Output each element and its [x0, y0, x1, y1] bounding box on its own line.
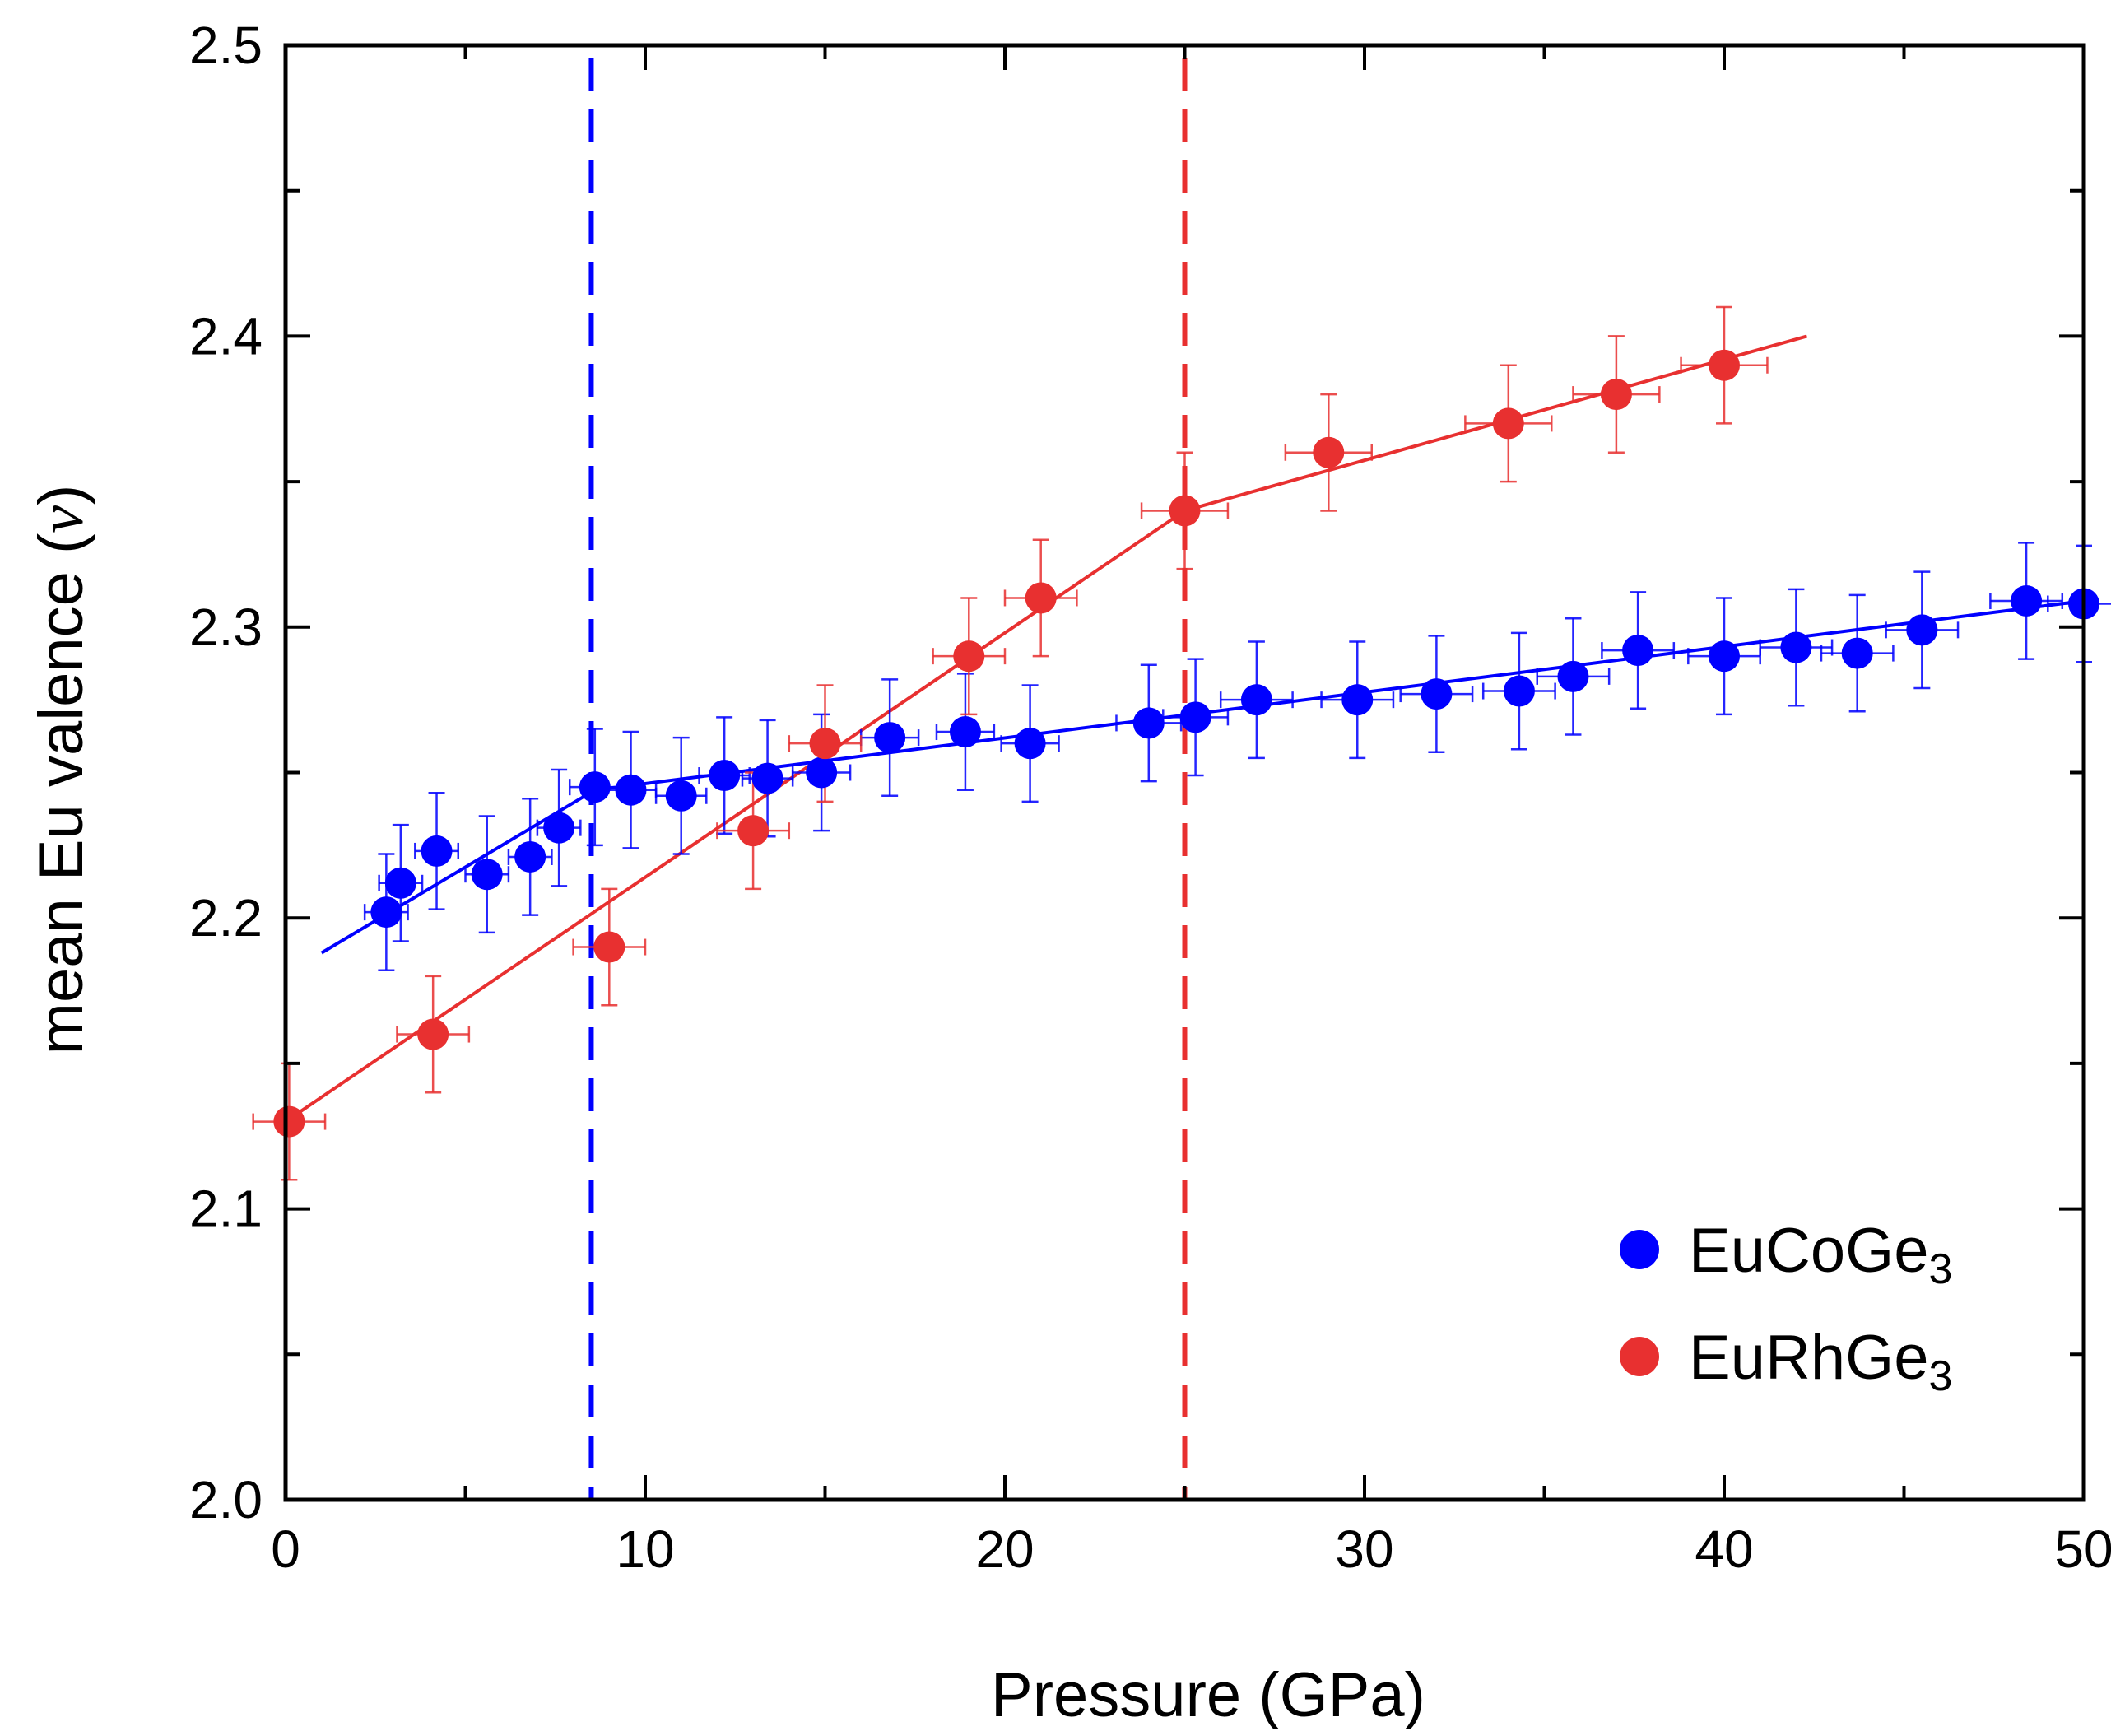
y-axis-title: mean Eu valence (ν) [26, 485, 96, 1055]
data-point-eucoge3 [665, 780, 697, 812]
data-point-eucoge3 [806, 756, 838, 789]
x-tick-label: 50 [2054, 1520, 2111, 1579]
x-axis-title: Pressure (GPa) [991, 1660, 1425, 1730]
y-axis-title-suffix: ) [26, 485, 96, 505]
data-point-eucoge3 [874, 722, 906, 754]
data-point-eucoge3 [751, 762, 783, 794]
y-tick-label: 2.3 [189, 598, 263, 657]
data-point-eucoge3 [709, 760, 741, 792]
data-point-eucoge3 [1341, 684, 1374, 716]
y-tick-label: 2.5 [189, 16, 263, 75]
fit-line-eucoge3 [594, 599, 2085, 792]
data-point-eucoge3 [949, 716, 981, 748]
data-points [273, 349, 2099, 1138]
data-point-eurhge3 [953, 640, 985, 673]
data-point-eucoge3 [543, 812, 575, 844]
data-point-eucoge3 [1906, 614, 1938, 646]
data-point-eurhge3 [1709, 349, 1740, 381]
y-tick-label: 2.4 [189, 306, 263, 365]
data-point-eucoge3 [1421, 678, 1453, 710]
data-point-eurhge3 [593, 931, 625, 963]
data-point-eucoge3 [514, 840, 546, 873]
y-tick-label: 2.2 [189, 888, 263, 947]
data-point-eucoge3 [1179, 701, 1211, 733]
x-tick-label: 20 [975, 1520, 1034, 1579]
legend-marker-eucoge3 [1620, 1230, 1659, 1269]
data-point-eucoge3 [1132, 707, 1165, 739]
legend-label-eucoge3: EuCoGe3 [1689, 1216, 1952, 1293]
data-point-eucoge3 [384, 867, 416, 899]
data-point-eucoge3 [1622, 635, 1654, 667]
data-point-eurhge3 [417, 1018, 449, 1050]
data-point-eurhge3 [809, 728, 841, 760]
data-point-eurhge3 [1492, 407, 1524, 440]
data-point-eucoge3 [1557, 660, 1589, 692]
tick-labels: 0 10 20 30 40 50 2.0 2.1 2.2 2.3 2.4 2.5 [189, 16, 2111, 1579]
data-point-eucoge3 [1709, 640, 1740, 673]
axis-ticks [284, 44, 2085, 1501]
data-point-eurhge3 [737, 815, 770, 847]
y-tick-label: 2.1 [189, 1180, 263, 1239]
data-point-eurhge3 [1600, 379, 1632, 411]
data-point-eucoge3 [579, 771, 611, 803]
y-axis-title-prefix: mean Eu valence ( [26, 533, 96, 1055]
x-tick-label: 0 [271, 1520, 300, 1579]
data-point-eurhge3 [1169, 495, 1201, 527]
data-point-eucoge3 [1841, 637, 1873, 669]
data-point-eurhge3 [1313, 436, 1345, 468]
data-point-eucoge3 [2011, 584, 2043, 617]
data-point-eucoge3 [1014, 728, 1046, 760]
legend-marker-eurhge3 [1620, 1337, 1659, 1376]
x-tick-label: 30 [1335, 1520, 1393, 1579]
legend-label-eurhge3: EuRhGe3 [1689, 1323, 1952, 1400]
x-tick-label: 40 [1695, 1520, 1753, 1579]
data-point-eurhge3 [273, 1105, 305, 1138]
data-point-eucoge3 [1780, 631, 1812, 663]
data-point-eurhge3 [1025, 582, 1057, 614]
data-point-eucoge3 [471, 859, 503, 891]
y-tick-label: 2.0 [189, 1470, 263, 1529]
legend: EuCoGe3 EuRhGe3 [1620, 1216, 1952, 1400]
y-axis-title-symbol: ν [27, 505, 96, 533]
x-tick-label: 10 [616, 1520, 674, 1579]
data-point-eucoge3 [1240, 684, 1272, 716]
data-point-eucoge3 [1503, 675, 1535, 707]
data-point-eucoge3 [421, 835, 453, 867]
data-point-eucoge3 [370, 896, 402, 929]
data-point-eucoge3 [615, 774, 647, 806]
error-bars [252, 305, 2111, 1181]
